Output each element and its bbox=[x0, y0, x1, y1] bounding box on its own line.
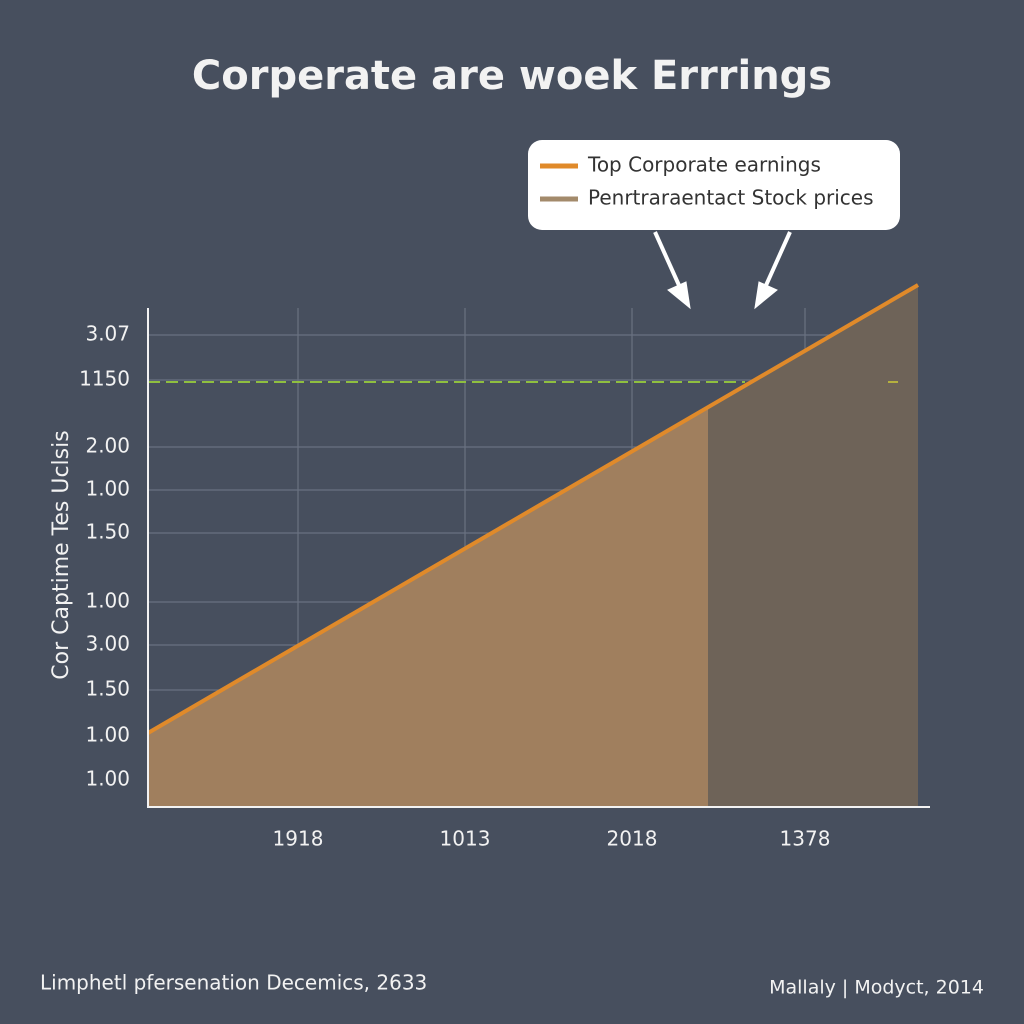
y-tick-label: 1.00 bbox=[85, 477, 130, 501]
y-tick-label: 3.00 bbox=[85, 632, 130, 656]
y-tick-label: 3.07 bbox=[85, 322, 130, 346]
y-axis-label: Cor Captime Tes Uclsis bbox=[49, 430, 74, 679]
arrow bbox=[653, 231, 684, 293]
y-tick-label: 1.00 bbox=[85, 723, 130, 747]
arrows bbox=[653, 231, 792, 310]
arrow-head bbox=[754, 281, 778, 310]
area-earnings bbox=[148, 408, 708, 806]
y-tick-label: 1150 bbox=[79, 367, 130, 391]
x-tick-label: 1013 bbox=[440, 827, 491, 851]
chart-title: Corperate are woek Errrings bbox=[192, 53, 832, 99]
x-tick-label: 1378 bbox=[780, 827, 831, 851]
legend-label: Penrtraraentact Stock prices bbox=[588, 186, 874, 210]
x-tick-label: 1918 bbox=[273, 827, 324, 851]
legend-box bbox=[528, 140, 900, 230]
x-tick-label: 2018 bbox=[607, 827, 658, 851]
earnings-line bbox=[146, 283, 920, 735]
y-tick-label: 2.00 bbox=[85, 434, 130, 458]
footer-left: Limphetl pfersenation Decemics, 2633 bbox=[40, 971, 427, 995]
y-tick-label: 1.00 bbox=[85, 589, 130, 613]
y-tick-label: 1.50 bbox=[85, 677, 130, 701]
arrow-head bbox=[667, 281, 691, 310]
area-stock bbox=[708, 285, 918, 806]
arrow bbox=[761, 231, 792, 293]
y-tick-label: 1.50 bbox=[85, 520, 130, 544]
footer-right: Mallaly | Modyct, 2014 bbox=[769, 977, 984, 999]
y-tick-label: 1.00 bbox=[85, 767, 130, 791]
legend-label: Top Corporate earnings bbox=[587, 153, 821, 177]
